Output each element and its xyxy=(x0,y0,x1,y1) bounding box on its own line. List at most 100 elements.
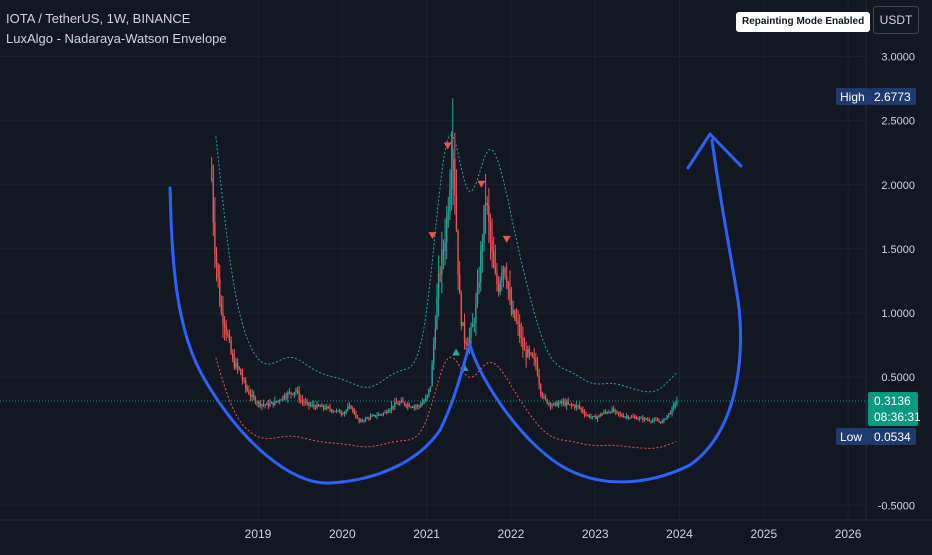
candle-body xyxy=(625,416,628,418)
candle-body xyxy=(632,416,634,418)
candle-body xyxy=(322,405,325,409)
candle-body xyxy=(580,407,582,410)
candle-body xyxy=(582,409,584,413)
candle-body xyxy=(541,393,544,397)
candle-body xyxy=(363,420,365,422)
candle-body xyxy=(436,298,438,329)
candle-body xyxy=(244,380,247,388)
y-tick-label: 2.5000 xyxy=(881,116,915,128)
candle-body xyxy=(249,394,252,397)
candle-body xyxy=(379,414,381,416)
candle-body xyxy=(311,404,313,406)
candle-body xyxy=(471,324,474,328)
candle-body xyxy=(374,415,377,417)
candle-body xyxy=(386,411,388,413)
candle-body xyxy=(669,413,672,415)
candle-body xyxy=(672,404,675,408)
currency-button[interactable]: USDT xyxy=(873,6,919,34)
candle-body xyxy=(441,249,443,275)
candle-body xyxy=(664,418,667,420)
candle-body xyxy=(663,418,665,422)
candle-body xyxy=(236,362,239,368)
user-drawing xyxy=(168,132,743,485)
candle-body xyxy=(337,410,339,412)
candle-body xyxy=(335,410,338,412)
candle-body xyxy=(661,421,664,423)
low-value-bg xyxy=(870,428,916,445)
candle-body xyxy=(339,410,341,414)
candle-body xyxy=(214,222,216,255)
x-tick-label: 2022 xyxy=(498,527,525,541)
candle-body xyxy=(489,221,492,241)
candle-body xyxy=(518,324,521,336)
candle-body xyxy=(269,403,271,407)
price-axis[interactable]: 3.0000 2.5000 2.0000 1.5000 1.0000 0.5000 -0.5… xyxy=(865,0,915,520)
candle-body xyxy=(570,404,573,406)
candle-body xyxy=(627,416,629,419)
candle-body xyxy=(321,405,323,407)
high-label: High xyxy=(840,90,865,104)
candle-body xyxy=(243,379,245,381)
candle-body xyxy=(588,415,591,418)
candle-body xyxy=(317,404,320,407)
candle-body xyxy=(298,391,300,400)
candle-body xyxy=(402,400,404,403)
time-axis[interactable]: 2019 2020 2021 2022 2023 2024 2025 2026 xyxy=(0,519,932,541)
candle-body xyxy=(569,404,571,406)
candle-body xyxy=(510,298,513,314)
candle-body xyxy=(287,392,289,398)
candle-body xyxy=(650,420,652,422)
candle-body xyxy=(603,411,605,414)
candle-body xyxy=(556,402,558,407)
candle-body xyxy=(295,390,297,393)
candle-body xyxy=(585,414,587,416)
candle-body xyxy=(544,396,547,400)
candle-body xyxy=(578,405,581,408)
candle-body xyxy=(405,404,407,407)
candle-body xyxy=(332,411,334,413)
indicator-title[interactable]: LuxAlgo - Nadaraya-Watson Envelope xyxy=(6,31,227,46)
candle-body xyxy=(408,404,411,407)
candle-body xyxy=(293,392,296,395)
candle-body xyxy=(587,415,589,417)
candle-body xyxy=(264,404,266,406)
axis-labels: High 2.6773 Low 0.0534 0.3136 08:36:31 xyxy=(836,88,921,445)
candle-body xyxy=(505,276,508,283)
candle-body xyxy=(457,229,459,275)
low-label-bg xyxy=(836,428,870,445)
candle-body xyxy=(303,401,305,403)
candle-body xyxy=(493,251,495,268)
candle-body xyxy=(266,403,268,406)
candle-body xyxy=(421,402,424,406)
buy-marker xyxy=(452,348,461,356)
candle-body xyxy=(486,203,488,206)
candle-body xyxy=(622,416,625,418)
candle-body xyxy=(434,328,437,344)
candle-body xyxy=(215,254,218,265)
candle-body xyxy=(619,413,621,415)
candle-body xyxy=(413,406,415,408)
candle-body xyxy=(531,353,534,358)
candle-body xyxy=(596,416,599,420)
upper-envelope xyxy=(215,134,677,393)
candle-body xyxy=(251,394,253,397)
candle-body xyxy=(643,418,646,421)
candle-body xyxy=(267,403,270,407)
candle-body xyxy=(488,205,490,222)
candle-body xyxy=(274,401,276,406)
candle-body xyxy=(468,338,471,346)
candle-body xyxy=(261,404,263,406)
candle-body xyxy=(330,409,333,412)
candle-body xyxy=(447,212,450,217)
candle-body xyxy=(429,386,432,390)
candle-body xyxy=(361,420,364,422)
lower-envelope xyxy=(215,356,677,449)
candle-body xyxy=(285,397,287,399)
candle-body xyxy=(512,310,514,314)
candle-body xyxy=(635,417,638,420)
candle-body xyxy=(612,408,615,412)
symbol-title[interactable]: IOTA / TetherUS, 1W, BINANCE xyxy=(6,11,191,26)
candle-body xyxy=(395,402,398,404)
